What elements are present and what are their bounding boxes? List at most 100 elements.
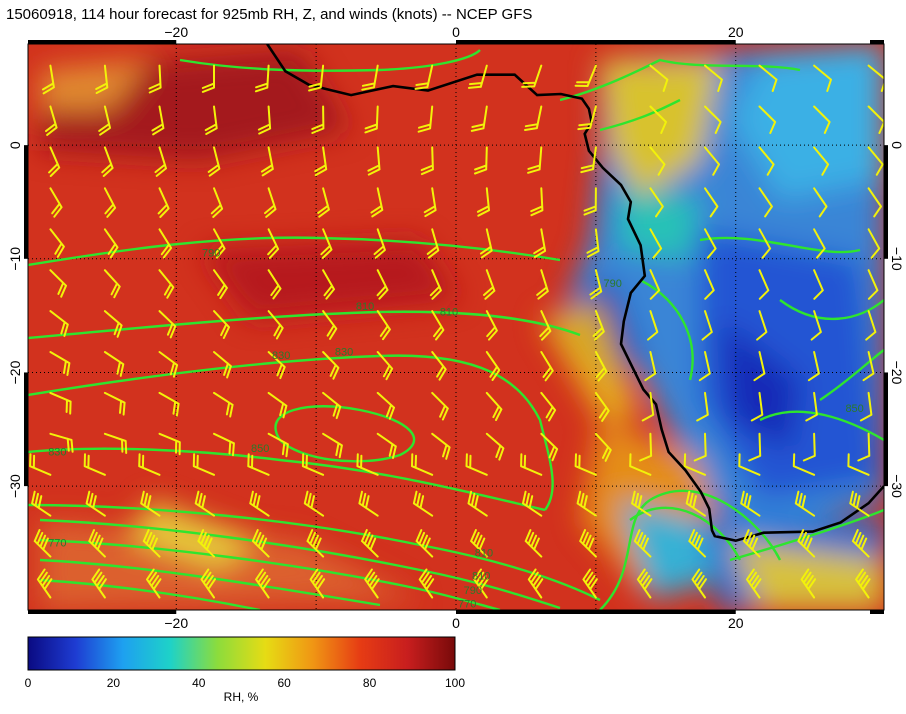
wind-barb <box>207 146 221 177</box>
colorbar-tick-label: 60 <box>277 676 291 690</box>
wind-barb <box>862 351 875 382</box>
wind-barb <box>633 529 652 558</box>
wind-barb <box>158 310 177 339</box>
wind-barb <box>649 105 667 134</box>
wind-barb <box>420 146 434 176</box>
wind-barb <box>356 453 379 476</box>
height-contour-line <box>179 49 481 72</box>
wind-barb <box>867 269 879 300</box>
wind-barb <box>867 187 882 218</box>
contour-label: 830 <box>48 446 66 458</box>
wind-barb <box>103 187 117 218</box>
rh-patch <box>700 230 880 500</box>
wind-barb <box>594 391 610 422</box>
wind-barb <box>157 187 170 218</box>
wind-barb <box>704 146 720 176</box>
wind-barb <box>740 490 761 517</box>
wind-barb <box>807 351 820 382</box>
wind-barb <box>103 310 123 338</box>
wind-barb <box>138 453 161 476</box>
wind-barb <box>579 529 597 558</box>
wind-barb <box>249 490 270 517</box>
rh-patches <box>40 44 884 610</box>
wind-barb <box>641 391 655 422</box>
colorbar-tick-label: 0 <box>24 676 32 690</box>
wind-barb <box>103 351 125 377</box>
wind-barb <box>210 187 224 218</box>
wind-barb <box>376 432 397 459</box>
height-contour-line <box>39 578 261 610</box>
wind-barb <box>49 432 74 453</box>
wind-barb <box>696 391 709 422</box>
colorbar <box>27 636 456 671</box>
wind-barb <box>685 490 706 517</box>
wind-barb <box>260 146 274 177</box>
wind-barb <box>738 453 761 476</box>
wind-barb <box>583 187 597 216</box>
wind-barb <box>813 146 830 176</box>
height-contour-line <box>729 508 884 562</box>
wind-barb <box>857 432 871 462</box>
wind-barb <box>85 490 106 517</box>
wind-barb <box>810 310 822 341</box>
wind-barb <box>197 529 215 558</box>
wind-barb <box>101 146 114 177</box>
wind-barb <box>756 310 768 341</box>
wind-barbs <box>29 64 884 599</box>
height-contour-line <box>39 518 561 610</box>
wind-barb <box>758 187 773 218</box>
wind-barb <box>792 453 816 476</box>
wind-barb <box>320 228 333 259</box>
wind-barb <box>158 269 175 299</box>
wind-barb <box>423 187 437 218</box>
wind-barb <box>592 310 605 341</box>
lon-label-top: −20 <box>164 24 188 40</box>
wind-barb <box>704 187 719 218</box>
wind-barb <box>48 146 61 177</box>
frame-bar-bottom <box>456 610 736 614</box>
frame-bar-top <box>28 40 177 44</box>
wind-barb <box>322 391 342 420</box>
wind-barb <box>158 351 179 378</box>
wind-barb <box>539 310 552 341</box>
wind-barb <box>29 453 52 476</box>
wind-barb <box>376 351 394 381</box>
wind-barb <box>158 228 173 259</box>
frame-bar-top <box>456 40 736 44</box>
wind-barb <box>91 568 107 599</box>
wind-barb <box>255 568 271 599</box>
wind-barb <box>213 351 232 379</box>
height-contour-line <box>779 299 884 321</box>
wind-barb <box>364 105 379 134</box>
height-contour-line <box>39 538 501 610</box>
wind-barb <box>140 490 161 517</box>
lon-label-bottom: 20 <box>728 615 744 631</box>
height-contour-line <box>599 98 681 132</box>
wind-barb <box>522 490 543 517</box>
colorbar-tick-label: 100 <box>444 676 466 690</box>
wind-barb <box>758 269 770 300</box>
wind-barb <box>364 568 380 599</box>
contour-label: 850 <box>845 403 863 415</box>
wind-barb <box>429 269 442 300</box>
coastline <box>266 44 884 543</box>
wind-barb <box>267 228 280 259</box>
wind-barb <box>691 568 707 599</box>
wind-barb <box>103 391 126 416</box>
wind-barb <box>49 228 65 258</box>
wind-barb <box>533 228 547 259</box>
wind-barb <box>524 529 543 558</box>
wind-barb <box>631 490 652 517</box>
wind-barb <box>83 453 106 476</box>
wind-barb <box>200 568 216 599</box>
wind-barb <box>589 269 603 300</box>
wind-barb <box>301 453 325 476</box>
wind-barb <box>213 269 228 300</box>
wind-barb <box>649 64 669 92</box>
wind-barb <box>213 228 226 259</box>
wind-barb <box>322 432 343 459</box>
wind-barb <box>257 105 272 135</box>
wind-barb <box>867 146 884 176</box>
wind-barb <box>361 529 379 558</box>
wind-barb <box>594 432 612 462</box>
